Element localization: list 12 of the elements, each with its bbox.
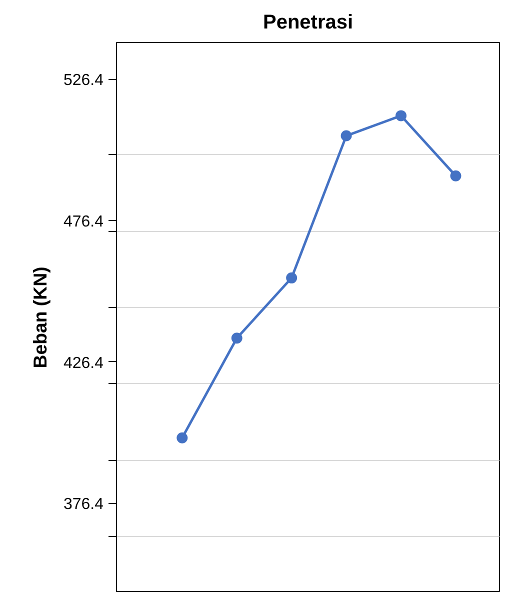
chart-title: Penetrasi (262, 12, 354, 34)
point (340, 130, 352, 142)
point (176, 432, 188, 444)
y-tick-label: 476.4 (63, 214, 104, 231)
y-tick-label: 426.4 (63, 354, 104, 372)
point (450, 170, 462, 182)
point (286, 272, 298, 284)
y-tick-label: 376.4 (63, 496, 104, 514)
y-axis-title: Beban (KN) (29, 266, 50, 368)
point (396, 110, 407, 122)
point (231, 332, 242, 344)
y-tick-label: 526.4 (63, 72, 104, 90)
